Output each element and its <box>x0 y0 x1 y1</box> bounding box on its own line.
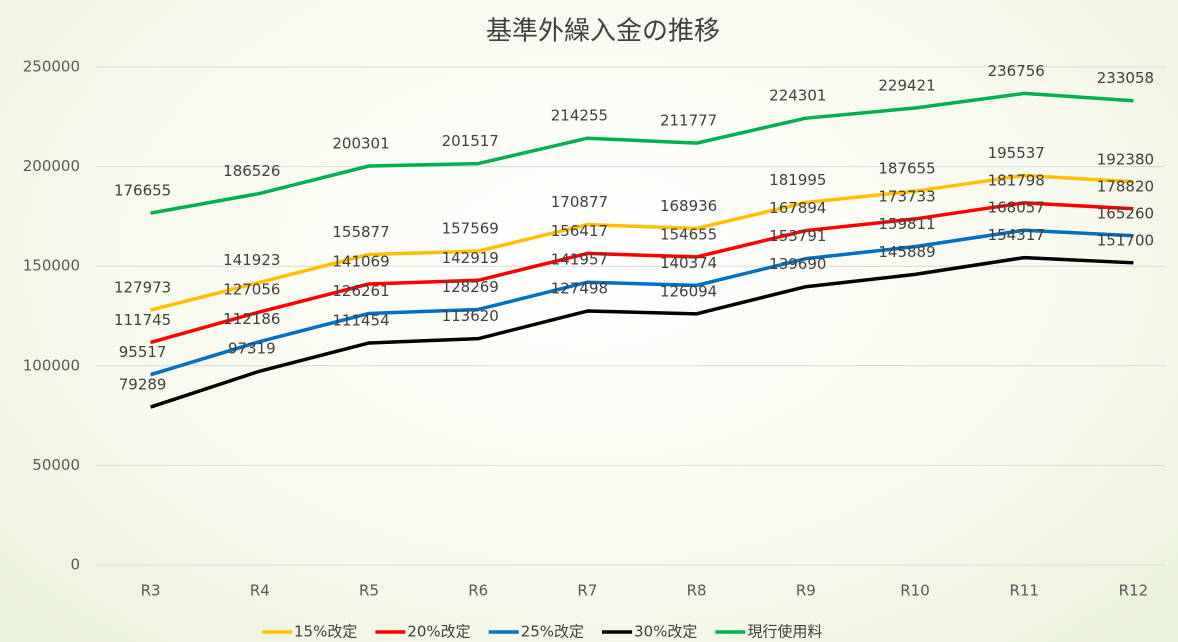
data-label: 127056 <box>223 280 280 298</box>
data-label: 229421 <box>878 76 935 94</box>
data-label: 154317 <box>988 226 1045 244</box>
data-label: 200301 <box>332 135 389 153</box>
data-label: 178820 <box>1097 177 1154 195</box>
legend-label: 15%改定 <box>294 623 357 641</box>
y-tick-label: 200000 <box>23 157 80 175</box>
data-label: 154655 <box>660 225 717 243</box>
data-label: 140374 <box>660 254 717 272</box>
data-label: 159811 <box>878 215 935 233</box>
y-tick-label: 0 <box>70 556 80 574</box>
y-tick-label: 250000 <box>23 58 80 76</box>
x-tick-label: R3 <box>141 582 161 600</box>
data-label: 139690 <box>769 255 826 273</box>
data-label: 127498 <box>551 280 608 298</box>
data-label: 214255 <box>551 107 608 125</box>
data-label: 141923 <box>223 251 280 269</box>
x-tick-label: R7 <box>577 582 597 600</box>
x-tick-label: R6 <box>468 582 488 600</box>
data-label: 201517 <box>442 132 499 150</box>
legend-label: 現行使用料 <box>747 623 822 641</box>
data-label: 211777 <box>660 112 717 130</box>
x-tick-label: R12 <box>1119 582 1149 600</box>
data-label: 126261 <box>332 282 389 300</box>
data-label: 111454 <box>332 311 389 329</box>
data-label: 151700 <box>1097 231 1154 249</box>
data-label: 168936 <box>660 197 717 215</box>
data-label: 233058 <box>1097 69 1154 87</box>
x-tick-label: R9 <box>796 582 816 600</box>
data-label: 155877 <box>332 223 389 241</box>
series-line <box>150 201 1134 345</box>
data-label: 168057 <box>988 199 1045 217</box>
data-label: 153791 <box>769 227 826 245</box>
legend-label: 30%改定 <box>634 623 697 641</box>
data-label: 141069 <box>332 252 389 270</box>
data-label: 127973 <box>114 279 171 297</box>
chart-title: 基準外繰入金の推移 <box>486 17 720 47</box>
data-label: 111745 <box>114 311 171 329</box>
x-tick-label: R10 <box>900 582 930 600</box>
x-tick-label: R11 <box>1009 582 1039 600</box>
data-label: 141957 <box>551 251 608 269</box>
series-line <box>150 91 1134 215</box>
series-line <box>150 255 1134 409</box>
data-label: 126094 <box>660 282 717 300</box>
data-label: 113620 <box>442 307 499 325</box>
data-label: 181798 <box>988 171 1045 189</box>
data-label: 165260 <box>1097 204 1154 222</box>
data-label: 170877 <box>551 193 608 211</box>
data-label: 186526 <box>223 162 280 180</box>
data-label: 97319 <box>228 340 276 358</box>
y-tick-label: 100000 <box>23 356 80 374</box>
data-label: 176655 <box>114 182 171 200</box>
x-tick-label: R5 <box>359 582 379 600</box>
data-label: 181995 <box>769 171 826 189</box>
y-tick-label: 150000 <box>23 257 80 275</box>
data-label: 157569 <box>442 220 499 238</box>
data-label: 79289 <box>119 376 167 394</box>
series-line <box>150 228 1134 377</box>
data-label: 187655 <box>878 160 935 178</box>
data-label: 167894 <box>769 199 826 217</box>
data-label: 156417 <box>551 222 608 240</box>
x-tick-label: R8 <box>687 582 707 600</box>
data-label: 236756 <box>988 62 1045 80</box>
legend-label: 25%改定 <box>521 623 584 641</box>
data-label: 142919 <box>442 249 499 267</box>
y-tick-label: 50000 <box>32 456 80 474</box>
x-tick-label: R4 <box>250 582 270 600</box>
data-label: 112186 <box>223 310 280 328</box>
data-label: 128269 <box>442 278 499 296</box>
data-label: 95517 <box>119 343 167 361</box>
data-label: 224301 <box>769 87 826 105</box>
series-line <box>150 173 1134 312</box>
legend-label: 20%改定 <box>407 623 470 641</box>
data-label: 173733 <box>878 187 935 205</box>
data-label: 145889 <box>878 243 935 261</box>
data-label: 192380 <box>1097 150 1154 168</box>
data-label: 195537 <box>988 144 1045 162</box>
